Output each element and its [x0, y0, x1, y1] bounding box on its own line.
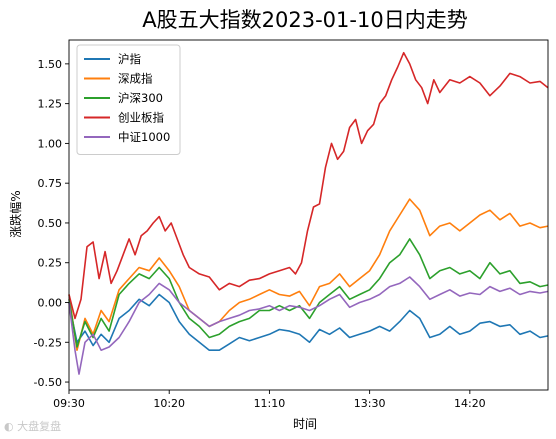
x-tick-label: 13:30 — [354, 397, 386, 410]
series-line-3 — [68, 51, 549, 320]
x-axis-label: 时间 — [293, 417, 317, 431]
y-tick-label: -0.25 — [34, 336, 62, 349]
series-line-1 — [68, 198, 549, 351]
x-tick-label: 09:30 — [53, 397, 85, 410]
y-tick-label: -0.50 — [34, 376, 62, 389]
legend-label: 深成指 — [118, 72, 153, 86]
legend-label: 创业板指 — [118, 111, 164, 125]
y-tick-label: 1.25 — [38, 98, 63, 111]
y-tick-label: 0.00 — [38, 297, 63, 310]
series-line-0 — [68, 293, 549, 351]
watermark: ◐ 大盘复盘 — [4, 418, 61, 434]
y-tick-label: 1.50 — [38, 58, 63, 71]
chart-title: A股五大指数2023-01-10日内走势 — [142, 8, 467, 32]
x-tick-label: 11:10 — [254, 397, 286, 410]
legend-label: 沪深300 — [118, 91, 163, 105]
x-tick-label: 10:20 — [153, 397, 185, 410]
watermark-text: 大盘复盘 — [17, 420, 62, 433]
y-tick-label: 0.50 — [38, 217, 63, 230]
axes-frame — [68, 39, 549, 391]
x-tick-label: 14:20 — [454, 397, 486, 410]
plot-area: -0.50 -0.25 0.00 0.25 0.50 0.75 1.00 1.25 1.50 09… — [34, 39, 549, 410]
y-tick-label: 0.25 — [38, 257, 63, 270]
series-line-4 — [68, 276, 549, 375]
series-line-2 — [68, 238, 549, 348]
legend-label: 沪指 — [118, 52, 141, 66]
y-tick-label: 1.00 — [38, 137, 63, 150]
legend-box — [76, 44, 181, 155]
y-axis-label: 涨跌幅% — [8, 190, 23, 237]
watermark-icon: ◐ — [4, 420, 14, 433]
legend-label: 中证1000 — [118, 130, 170, 144]
y-tick-label: 0.75 — [38, 177, 63, 190]
